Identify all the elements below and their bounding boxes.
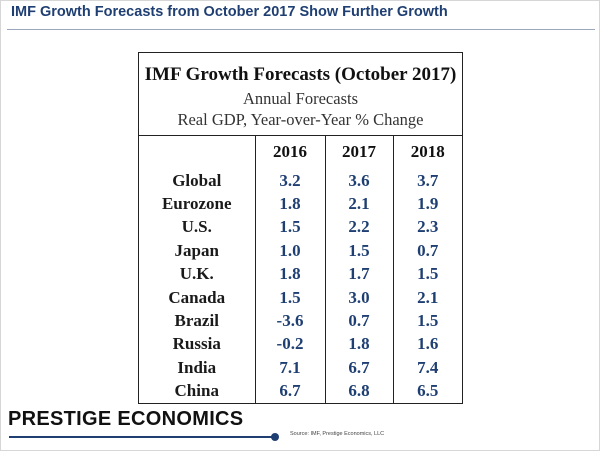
title-divider	[7, 29, 595, 30]
country-label: Russia	[172, 334, 221, 354]
column-header-country	[139, 135, 255, 169]
forecast-value-2018: 1.9	[392, 192, 462, 216]
country-label: China	[174, 381, 219, 401]
forecast-value-2016: 1.8	[254, 192, 325, 216]
forecast-value-2018: 1.5	[392, 309, 462, 333]
forecast-value-2018: 1.5	[392, 262, 462, 286]
column-header-2018: 2018	[392, 135, 462, 169]
country-label: India	[177, 357, 217, 377]
forecast-value-2017: 6.8	[324, 379, 393, 403]
forecast-table: IMF Growth Forecasts (October 2017) Annu…	[138, 52, 463, 404]
column-header-2016: 2016	[254, 135, 325, 169]
table-subtitle: Annual Forecasts	[242, 89, 359, 108]
country-label: U.K.	[179, 264, 214, 284]
logo-underline	[9, 436, 275, 438]
table-row: Canada 1.5 3.0 2.1	[139, 285, 462, 310]
country-label: U.S.	[181, 217, 212, 237]
table-row: India 7.1 6.7 7.4	[139, 356, 462, 380]
prestige-economics-logo: PRESTIGE ECONOMICS	[8, 408, 244, 430]
forecast-value-2017: 6.7	[324, 356, 393, 380]
table-row: Russia -0.2 1.8 1.6	[139, 332, 462, 357]
table-row: Eurozone 1.8 2.1 1.9	[139, 192, 462, 216]
forecast-value-2017: 1.5	[324, 239, 393, 263]
table-subtitle-units: Real GDP, Year-over-Year % Change	[177, 110, 424, 129]
forecast-value-2016: 1.5	[254, 285, 325, 310]
forecast-value-2016: 7.1	[254, 356, 325, 380]
country-label: Brazil	[174, 311, 219, 331]
table-row: Brazil -3.6 0.7 1.5	[139, 309, 462, 333]
forecast-value-2017: 1.8	[324, 332, 393, 357]
forecast-value-2018: 2.1	[392, 285, 462, 310]
slide-title: IMF Growth Forecasts from October 2017 S…	[11, 4, 448, 20]
forecast-value-2017: 3.6	[324, 169, 393, 193]
table-title: IMF Growth Forecasts (October 2017)	[144, 64, 457, 85]
table-row: Japan 1.0 1.5 0.7	[139, 239, 462, 263]
forecast-value-2018: 6.5	[392, 379, 462, 403]
source-note: Source: IMF, Prestige Economics, LLC	[290, 431, 385, 437]
forecast-value-2016: 1.0	[254, 239, 325, 263]
table-row: U.K. 1.8 1.7 1.5	[139, 262, 462, 286]
forecast-value-2016: 1.8	[254, 262, 325, 286]
table-header: IMF Growth Forecasts (October 2017) Annu…	[139, 53, 462, 136]
column-header-2017: 2017	[324, 135, 393, 169]
forecast-value-2016: -0.2	[254, 332, 325, 357]
forecast-value-2016: 1.5	[254, 215, 325, 240]
logo-dot	[271, 433, 279, 441]
table-row: U.S. 1.5 2.2 2.3	[139, 215, 462, 240]
forecast-value-2018: 1.6	[392, 332, 462, 357]
forecast-value-2017: 2.1	[324, 192, 393, 216]
forecast-value-2018: 0.7	[392, 239, 462, 263]
forecast-value-2018: 2.3	[392, 215, 462, 240]
column-header-row: 2016 2017 2018	[139, 135, 462, 169]
country-label: Eurozone	[161, 194, 232, 214]
forecast-value-2016: 6.7	[254, 379, 325, 403]
forecast-value-2017: 0.7	[324, 309, 393, 333]
forecast-grid: 2016 2017 2018 Global 3.2 3.6 3.7 Eurozone 1.…	[139, 135, 462, 403]
forecast-value-2017: 2.2	[324, 215, 393, 240]
forecast-value-2016: 3.2	[254, 169, 325, 193]
forecast-value-2018: 3.7	[392, 169, 462, 193]
forecast-value-2017: 3.0	[324, 285, 393, 310]
country-label: Canada	[168, 287, 226, 307]
table-row: Global 3.2 3.6 3.7	[139, 169, 462, 193]
forecast-value-2017: 1.7	[324, 262, 393, 286]
table-row: China 6.7 6.8 6.5	[139, 379, 462, 403]
forecast-value-2018: 7.4	[392, 356, 462, 380]
forecast-value-2016: -3.6	[254, 309, 325, 333]
country-label: Japan	[174, 240, 219, 260]
country-label: Global	[172, 170, 222, 190]
